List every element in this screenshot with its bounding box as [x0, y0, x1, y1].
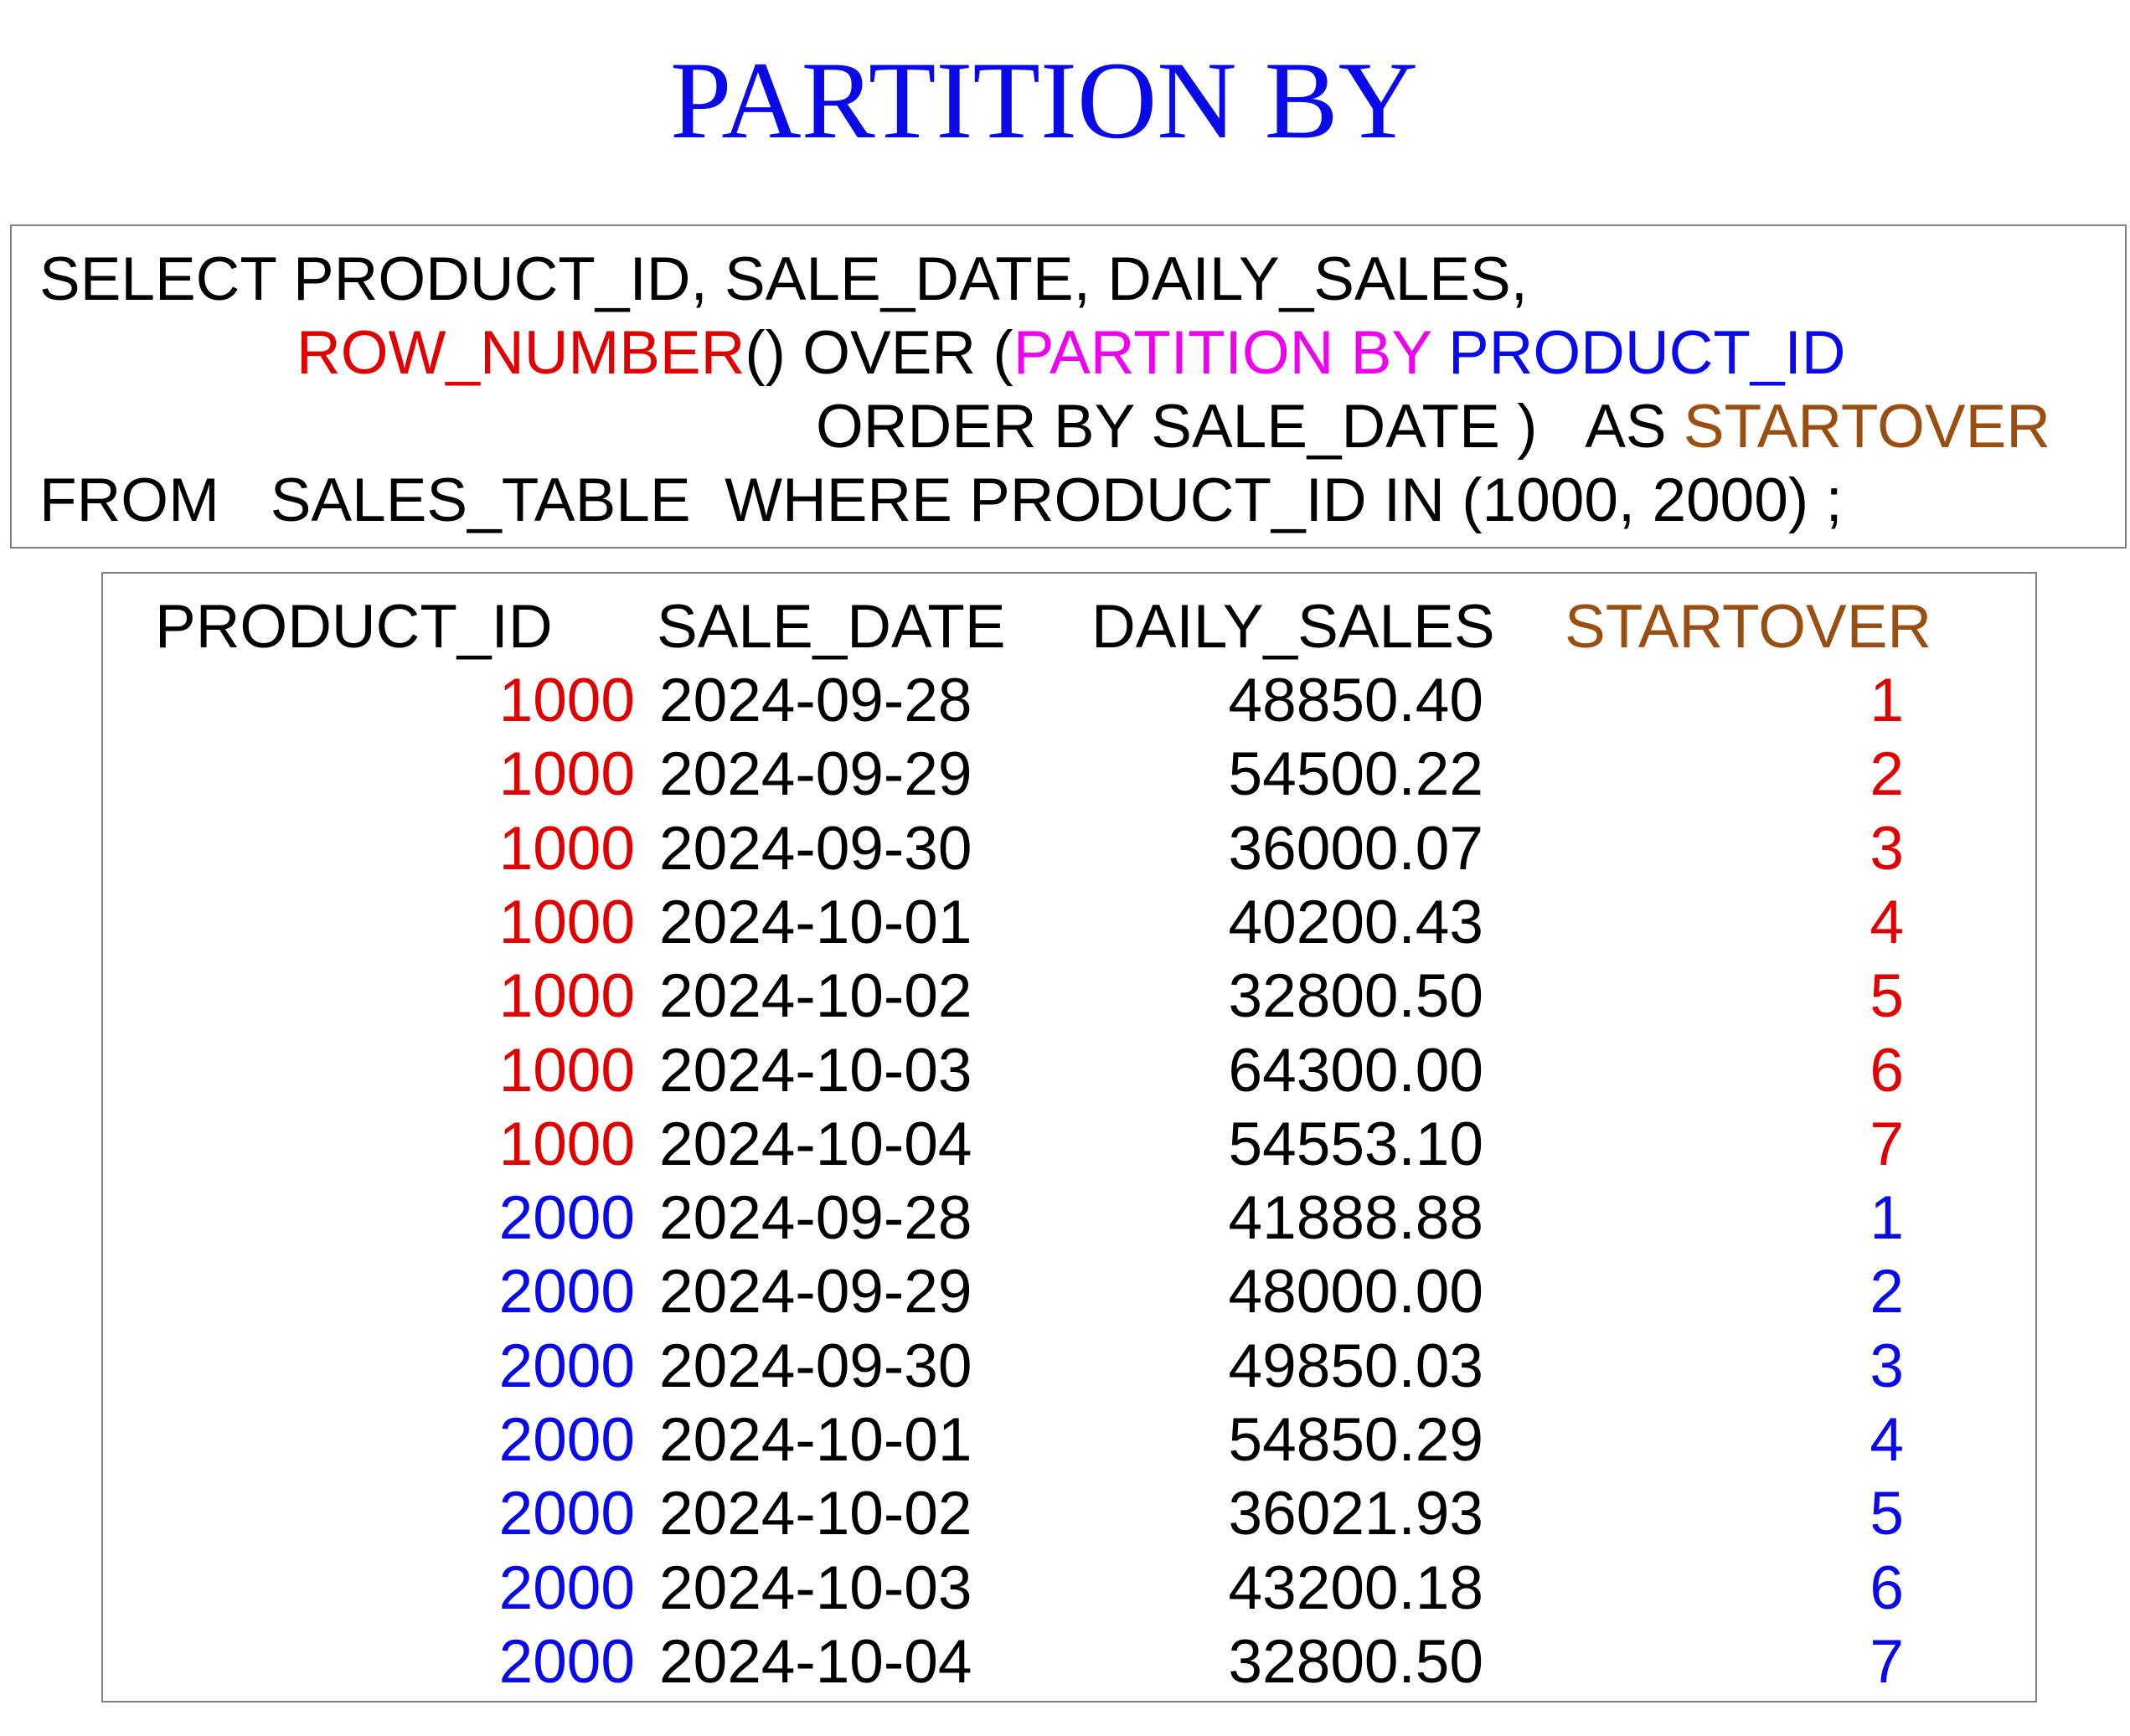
sql-select-line: SELECT PRODUCT_ID, SALE_DATE, DAILY_SALE…	[39, 245, 1528, 313]
sql-partition-keyword: PARTITION BY	[1013, 319, 1431, 387]
cell-daily-sales: 48000.00	[1228, 1258, 1483, 1326]
cell-product-id: 2000	[498, 1184, 635, 1253]
cell-startover: 2	[1870, 1258, 1904, 1326]
cell-daily-sales: 64300.00	[1228, 1036, 1483, 1105]
cell-startover: 6	[1870, 1553, 1904, 1622]
cell-sale-date: 2024-09-30	[659, 814, 972, 883]
cell-product-id: 1000	[498, 667, 635, 734]
cell-product-id: 2000	[498, 1627, 635, 1696]
cell-startover: 3	[1870, 814, 1904, 883]
table-row: 2000 2024-09-28 41888.88 1	[103, 1182, 2035, 1255]
sql-window-line: ROW_NUMBER() OVER (PARTITION BY PRODUCT_…	[297, 317, 1846, 390]
table-row: 2000 2024-10-01 54850.29 4	[103, 1404, 2035, 1477]
result-table: PRODUCT_ID SALE_DATE DAILY_SALES STARTOV…	[101, 572, 2037, 1703]
cell-product-id: 1000	[498, 1036, 635, 1105]
cell-sale-date: 2024-10-01	[659, 888, 972, 956]
cell-sale-date: 2024-09-30	[659, 1332, 972, 1400]
cell-startover: 1	[1870, 1184, 1904, 1253]
cell-startover: 6	[1870, 1036, 1904, 1105]
table-row: 1000 2024-09-28 48850.40 1	[103, 664, 2035, 738]
table-row: 1000 2024-10-04 54553.10 7	[103, 1108, 2035, 1182]
cell-product-id: 2000	[498, 1258, 635, 1326]
cell-product-id: 2000	[498, 1553, 635, 1622]
cell-product-id: 1000	[498, 814, 635, 883]
cell-product-id: 1000	[498, 888, 635, 956]
table-row: 2000 2024-10-04 32800.50 7	[103, 1625, 2035, 1699]
table-row: 2000 2024-09-30 49850.03 3	[103, 1330, 2035, 1404]
cell-startover: 7	[1870, 1110, 1904, 1178]
cell-daily-sales: 32800.50	[1228, 962, 1483, 1031]
cell-startover: 3	[1870, 1332, 1904, 1400]
cell-daily-sales: 54553.10	[1228, 1110, 1483, 1178]
cell-sale-date: 2024-10-02	[659, 1480, 972, 1548]
cell-daily-sales: 54850.29	[1228, 1406, 1483, 1474]
cell-startover: 2	[1870, 740, 1904, 809]
header-sale-date: SALE_DATE	[657, 593, 1006, 661]
cell-sale-date: 2024-10-03	[659, 1553, 972, 1622]
cell-daily-sales: 36021.93	[1228, 1480, 1483, 1548]
cell-product-id: 1000	[498, 1110, 635, 1178]
cell-product-id: 2000	[498, 1480, 635, 1548]
table-row: 1000 2024-10-01 40200.43 4	[103, 886, 2035, 960]
table-row: 1000 2024-10-02 32800.50 5	[103, 960, 2035, 1033]
cell-product-id: 2000	[498, 1332, 635, 1400]
cell-product-id: 1000	[498, 962, 635, 1031]
table-row: 1000 2024-10-03 64300.00 6	[103, 1034, 2035, 1108]
cell-startover: 5	[1870, 962, 1904, 1031]
cell-sale-date: 2024-10-02	[659, 962, 972, 1031]
sql-row-number-function: ROW_NUMBER	[297, 319, 745, 387]
cell-sale-date: 2024-09-28	[659, 667, 972, 734]
table-row: 1000 2024-09-29 54500.22 2	[103, 738, 2035, 811]
cell-startover: 4	[1870, 1406, 1904, 1474]
sql-from-line: FROM SALES_TABLE WHERE PRODUCT_ID IN (10…	[39, 466, 1843, 534]
cell-startover: 1	[1870, 667, 1904, 734]
cell-daily-sales: 48850.40	[1228, 667, 1483, 734]
page-title: PARTITION BY	[670, 39, 1418, 162]
table-row: 2000 2024-09-29 48000.00 2	[103, 1255, 2035, 1329]
sql-over-text: () OVER (	[745, 319, 1013, 387]
cell-daily-sales: 49850.03	[1228, 1332, 1483, 1400]
cell-sale-date: 2024-10-04	[659, 1110, 972, 1178]
cell-sale-date: 2024-10-03	[659, 1036, 972, 1105]
table-row: 1000 2024-09-30 36000.07 3	[103, 812, 2035, 886]
cell-sale-date: 2024-09-29	[659, 740, 972, 809]
cell-startover: 7	[1870, 1627, 1904, 1696]
header-startover: STARTOVER	[1565, 593, 1932, 661]
cell-sale-date: 2024-10-01	[659, 1406, 972, 1474]
sql-alias: STARTOVER	[1683, 393, 2050, 461]
cell-daily-sales: 41888.88	[1228, 1184, 1483, 1253]
table-row: 2000 2024-10-03 43200.18 6	[103, 1552, 2035, 1625]
cell-sale-date: 2024-09-28	[659, 1184, 972, 1253]
cell-daily-sales: 36000.07	[1228, 814, 1483, 883]
sql-partition-column: PRODUCT_ID	[1431, 319, 1846, 387]
header-daily-sales: DAILY_SALES	[1091, 593, 1495, 661]
cell-startover: 5	[1870, 1480, 1904, 1548]
sql-order-line: ORDER BY SALE_DATE ) AS STARTOVER	[816, 390, 2050, 464]
table-row: 2000 2024-10-02 36021.93 5	[103, 1477, 2035, 1551]
cell-product-id: 1000	[498, 740, 635, 809]
header-product-id: PRODUCT_ID	[155, 593, 553, 661]
cell-startover: 4	[1870, 888, 1904, 956]
cell-product-id: 2000	[498, 1406, 635, 1474]
cell-daily-sales: 43200.18	[1228, 1553, 1483, 1622]
cell-sale-date: 2024-10-04	[659, 1627, 972, 1696]
sql-query-box: SELECT PRODUCT_ID, SALE_DATE, DAILY_SALE…	[10, 224, 2127, 549]
cell-daily-sales: 32800.50	[1228, 1627, 1483, 1696]
cell-sale-date: 2024-09-29	[659, 1258, 972, 1326]
sql-order-clause: ORDER BY SALE_DATE ) AS	[816, 393, 1684, 461]
cell-daily-sales: 40200.43	[1228, 888, 1483, 956]
cell-daily-sales: 54500.22	[1228, 740, 1483, 809]
